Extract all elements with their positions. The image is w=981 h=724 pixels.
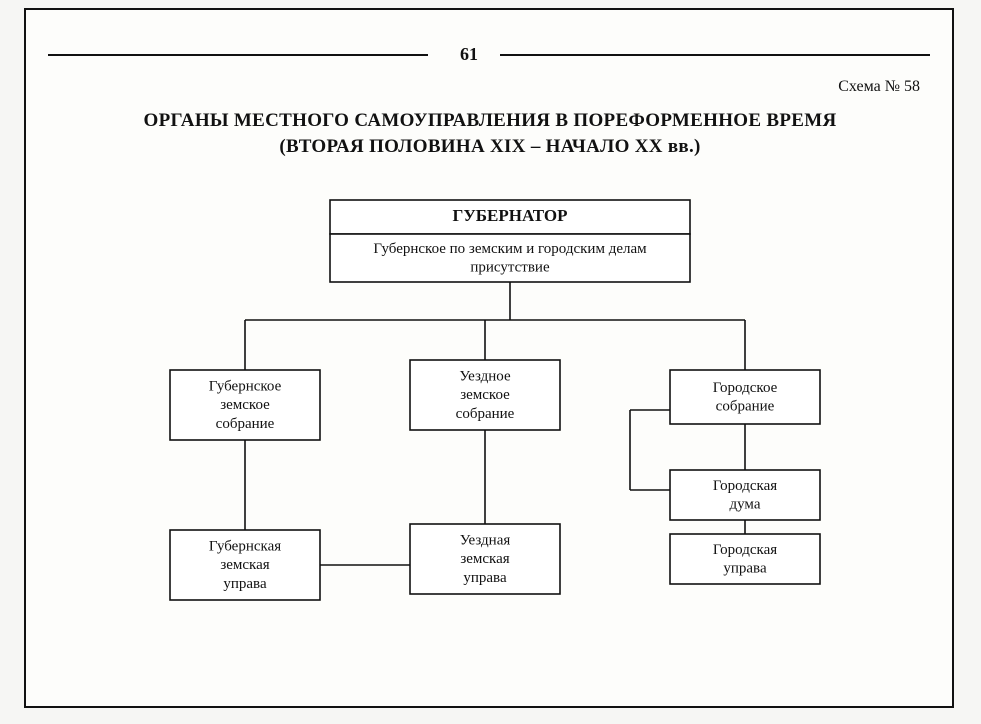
svg-text:земская: земская [220, 557, 269, 573]
node-uezd_uprava: Уездная земская управа [410, 524, 560, 594]
node-uezd_sobr: Уездное земское собрание [410, 360, 560, 430]
flowchart-svg: ГУБЕРНАТОР Губернское по земским и городс… [110, 190, 890, 630]
svg-text:Уездная: Уездная [460, 532, 511, 548]
title-line-2: (ВТОРАЯ ПОЛОВИНА XIX – НАЧАЛО XX вв.) [279, 136, 700, 157]
svg-text:собрание: собрание [216, 416, 275, 432]
svg-text:Губернское: Губернское [209, 378, 282, 394]
node-gub_uprava: Губернская земская управа [170, 530, 320, 600]
svg-text:собрание: собрание [456, 406, 515, 422]
svg-text:земское: земское [220, 397, 270, 413]
page-number: 61 [452, 44, 486, 65]
flowchart: ГУБЕРНАТОР Губернское по земским и городс… [110, 190, 890, 630]
scheme-label: Схема № 58 [760, 78, 920, 96]
node-gorod_uprava: Городская управа [670, 534, 820, 584]
svg-text:Городское: Городское [713, 380, 778, 396]
node-gov_body: Губернское по земским и городским делам п… [330, 234, 690, 282]
svg-text:земская: земская [460, 551, 509, 567]
svg-text:ГУБЕРНАТОР: ГУБЕРНАТОР [453, 206, 568, 225]
svg-text:управа: управа [463, 570, 507, 586]
svg-text:присутствие: присутствие [470, 260, 550, 276]
page-rule-left [48, 54, 428, 56]
diagram-title: ОРГАНЫ МЕСТНОГО САМОУПРАВЛЕНИЯ В ПОРЕФОР… [70, 108, 910, 159]
node-gorod_sobr: Городское собрание [670, 370, 820, 424]
svg-text:Губернская: Губернская [209, 538, 281, 554]
svg-text:Уездное: Уездное [459, 368, 511, 384]
svg-text:Городская: Городская [713, 542, 777, 558]
page-rule-right [500, 54, 930, 56]
svg-text:собрание: собрание [716, 399, 775, 415]
svg-text:управа: управа [723, 561, 767, 577]
svg-text:управа: управа [223, 576, 267, 592]
title-line-1: ОРГАНЫ МЕСТНОГО САМОУПРАВЛЕНИЯ В ПОРЕФОР… [144, 110, 837, 131]
node-gub_sobr: Губернское земское собрание [170, 370, 320, 440]
svg-text:земское: земское [460, 387, 510, 403]
svg-text:Городская: Городская [713, 478, 777, 494]
svg-text:дума: дума [730, 497, 761, 513]
svg-text:Губернское по земским и городс: Губернское по земским и городским делам [373, 241, 647, 257]
node-gorod_duma: Городская дума [670, 470, 820, 520]
node-gov_header: ГУБЕРНАТОР [330, 200, 690, 234]
